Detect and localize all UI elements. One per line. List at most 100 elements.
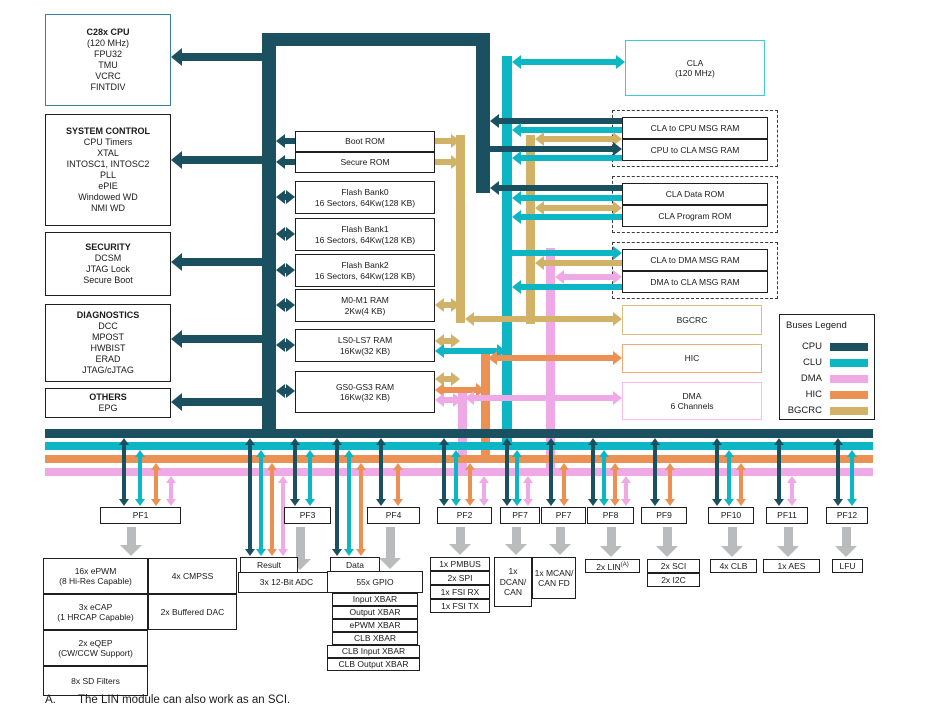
sci-block: 2x SCI (647, 559, 700, 573)
dma-bus-arrow (555, 270, 622, 284)
mcan-label: 1x MCAN/ CAN FD (534, 567, 574, 589)
cpu-bus-arrow (276, 384, 295, 398)
cla-to-cpu-msg-ram-block: CLA to CPU MSG RAM (622, 117, 768, 139)
dma-bus-drop-arrow (621, 476, 631, 506)
output-xbar-label: Output XBAR (349, 607, 401, 618)
lin-label: 2x LIN(A) (596, 560, 629, 572)
cpu-bus-drop-arrow (650, 438, 660, 506)
cpu-bus-arrow (171, 330, 262, 348)
pf-peripheral-connector (385, 527, 395, 559)
dma-to-cla-msg-ram-block: DMA to CLA MSG RAM (622, 271, 768, 293)
pf-peripheral-connector-head (721, 546, 743, 557)
dma-label: DMA 6 Channels (670, 390, 714, 412)
hic-bus-drop-arrow (610, 463, 620, 506)
adc-result-label: Result (256, 559, 282, 570)
bgcrc-bus-vertical-right (526, 135, 535, 324)
hic-bus-vertical (481, 352, 490, 463)
dcan-label: 1x DCAN/ CAN (499, 566, 527, 598)
clu-bus-horizontal (45, 442, 873, 450)
pf-peripheral-connector (783, 527, 793, 547)
aes-label: 1x AES (777, 560, 806, 571)
clu-bus-drop-arrow (512, 450, 522, 506)
bgcrc-bus-arrow (465, 312, 622, 326)
buses-legend: Buses Legend CPU CLU DMA HIC BGCRC (779, 314, 875, 420)
c28x-cpu-details: (120 MHz) FPU32 TMU VCRC FINTDIV (86, 38, 129, 92)
bgcrc-bus-vertical-left (456, 135, 465, 323)
pf-peripheral-connector-head (505, 544, 527, 555)
c28x-cpu-block: C28x CPU (120 MHz) FPU32 TMU VCRC FINTDI… (45, 14, 171, 106)
dma-bus-horizontal (45, 468, 873, 476)
clb-input-xbar-block: CLB Input XBAR (327, 645, 420, 658)
lfu-block: LFU (832, 559, 863, 573)
cla-dma-msg-ram-group (612, 242, 778, 299)
pf-box-pf7-4: PF7 (500, 507, 540, 524)
clu-bus-drop-arrow (305, 450, 315, 506)
pf-box-pf9-7: PF9 (641, 507, 687, 524)
ls-ram-block: LS0-LS7 RAM 16Kw(32 KB) (295, 329, 435, 362)
adc-block: 3x 12-Bit ADC (238, 572, 335, 593)
pf-peripheral-connector-head (835, 546, 857, 557)
legend-label: BGCRC (787, 405, 822, 416)
pf-box-pf2-3: PF2 (437, 507, 492, 524)
security-title: SECURITY (85, 242, 131, 252)
clu-bus-drop-arrow (256, 450, 266, 556)
cpu-bus-arrow (276, 134, 295, 148)
dma-bus-drop-arrow (787, 476, 797, 506)
lin-label-text: 2x LIN (596, 561, 621, 572)
clb-output-xbar-label: CLB Output XBAR (338, 659, 409, 670)
cla-to-dma-msg-ram-block: CLA to DMA MSG RAM (622, 249, 768, 271)
pf-peripheral-connector-head (549, 544, 571, 555)
hic-bus-arrow (488, 351, 622, 365)
pf-box-pf10-8: PF10 (708, 507, 754, 524)
epwm-xbar-block: ePWM XBAR (332, 619, 418, 632)
eqep-block: 2x eQEP (CW/CCW Support) (43, 630, 148, 666)
legend-swatch (830, 375, 868, 383)
cpu-bus-drop-arrow (376, 438, 386, 506)
pf-peripheral-connector (727, 527, 737, 547)
cpu-bus-arrow (171, 253, 262, 271)
clu-bus-arrow (512, 246, 622, 260)
m0-m1-ram-label: M0-M1 RAM 2Kw(4 KB) (341, 295, 389, 316)
pf-peripheral-connector (295, 527, 305, 560)
legend-swatch (830, 391, 868, 399)
clu-bus-drop-arrow (724, 450, 734, 506)
pf-peripheral-connector (841, 527, 851, 547)
mcan-block: 1x MCAN/ CAN FD (532, 557, 576, 599)
pf-peripheral-connector (511, 527, 521, 545)
cpu-bus-drop-arrow (439, 438, 449, 506)
dma-bus-vertical-right (546, 248, 555, 476)
pf-box-pf4-2: PF4 (367, 507, 420, 524)
fsi-rx-label: 1x FSI RX (440, 586, 480, 597)
lfu-label: LFU (839, 560, 856, 571)
epwm-block: 16x ePWM (8 Hi-Res Capable) (43, 558, 148, 594)
hic-block: HIC (622, 344, 762, 373)
cpu-bus-drop-arrow (119, 438, 129, 506)
dma-bus-arrow (435, 393, 462, 407)
cpu-bus-arrow (171, 48, 262, 66)
legend-row-cpu: CPU (780, 341, 874, 353)
cpu-bus-spine (262, 33, 276, 438)
bgcrc-bus-arrow (435, 372, 460, 386)
boot-rom-label: Boot ROM (345, 136, 385, 147)
cpu-bus-drop-arrow (245, 438, 255, 556)
gs-ram-block: GS0-GS3 RAM 16Kw(32 KB) (295, 371, 435, 413)
cpu-bus-drop-arrow (332, 438, 342, 556)
clb-block: 4x CLB (710, 559, 757, 573)
flash-bank0-label: Flash Bank0 16 Sectors, 64Kw(128 KB) (314, 187, 416, 208)
secure-rom-block: Secure ROM (295, 152, 435, 173)
hic-bus-drop-arrow (465, 463, 475, 506)
dma-bus-drop-arrow (479, 476, 489, 506)
others-block: OTHERS EPG (45, 388, 171, 418)
bgcrc-bus-arrow (535, 132, 622, 146)
clu-bus-arrow (512, 123, 622, 137)
others-details: EPG (98, 403, 118, 413)
system-control-title: SYSTEM CONTROL (65, 126, 150, 136)
ecap-label: 3x eCAP (1 HRCAP Capable) (57, 601, 134, 623)
clu-bus-vertical (502, 56, 512, 450)
clu-bus-arrow (512, 151, 622, 165)
fsi-tx-block: 1x FSI TX (430, 599, 490, 613)
pf-peripheral-connector (606, 527, 616, 547)
cla-data-rom-label: CLA Data ROM (665, 188, 725, 199)
flash-bank0-block: Flash Bank0 16 Sectors, 64Kw(128 KB) (295, 181, 435, 214)
cla-rom-group (612, 176, 778, 233)
